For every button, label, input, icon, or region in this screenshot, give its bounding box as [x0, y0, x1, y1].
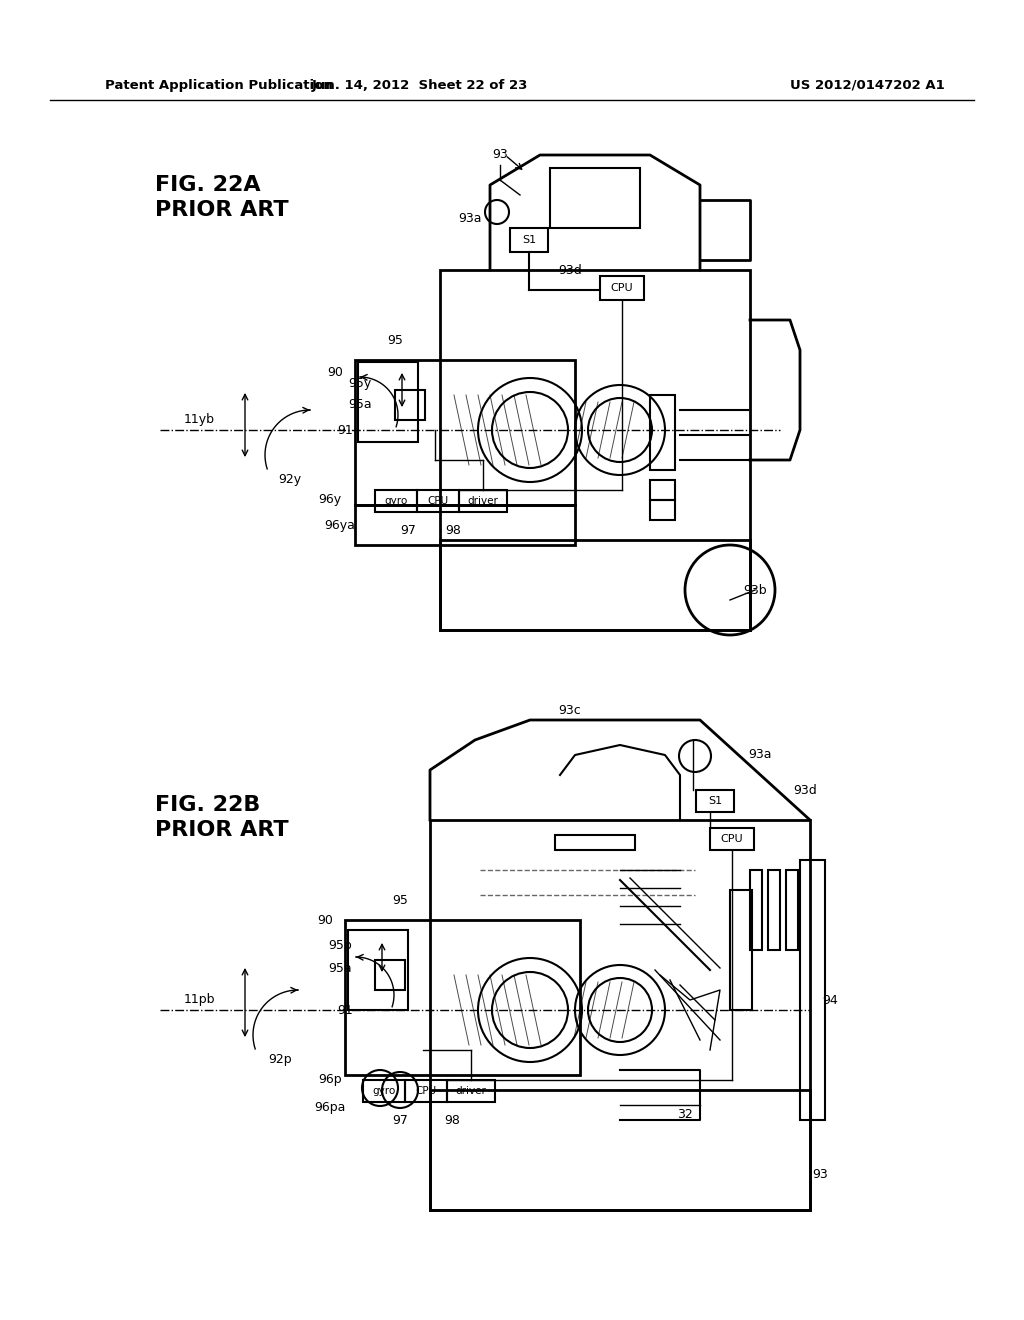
Text: PRIOR ART: PRIOR ART: [155, 201, 289, 220]
Bar: [358, 362, 418, 442]
Text: 90: 90: [317, 913, 333, 927]
Text: 96pa: 96pa: [314, 1101, 346, 1114]
Text: S1: S1: [522, 235, 536, 246]
Text: CPU: CPU: [721, 834, 743, 843]
Text: 98: 98: [444, 1114, 460, 1126]
Text: 97: 97: [400, 524, 416, 536]
Bar: [375, 490, 417, 512]
Text: 91: 91: [337, 424, 353, 437]
Text: 97: 97: [392, 1114, 408, 1126]
Bar: [430, 1090, 810, 1210]
Text: 93c: 93c: [559, 704, 582, 717]
Bar: [555, 836, 635, 850]
Text: CPU: CPU: [427, 496, 449, 506]
Text: 91: 91: [337, 1003, 353, 1016]
Text: gyro: gyro: [384, 496, 408, 506]
Bar: [786, 870, 798, 950]
Bar: [362, 1080, 406, 1102]
Text: 95a: 95a: [328, 961, 352, 974]
Bar: [406, 1080, 447, 1102]
Text: driver: driver: [456, 1086, 486, 1096]
Text: 98: 98: [445, 524, 461, 536]
Bar: [375, 960, 406, 990]
Text: 95y: 95y: [348, 376, 372, 389]
Text: CPU: CPU: [416, 1086, 436, 1096]
Text: 93a: 93a: [459, 211, 481, 224]
Text: 95: 95: [392, 894, 408, 907]
Bar: [768, 870, 780, 950]
Bar: [459, 490, 507, 512]
Bar: [600, 276, 644, 300]
Text: FIG. 22B: FIG. 22B: [155, 795, 260, 814]
Bar: [430, 820, 810, 1210]
Bar: [730, 890, 752, 1010]
Bar: [447, 1080, 495, 1102]
Text: S1: S1: [708, 796, 722, 807]
Text: 95: 95: [387, 334, 402, 346]
Bar: [355, 506, 575, 545]
Bar: [750, 870, 762, 950]
Text: gyro: gyro: [373, 1086, 395, 1096]
Text: 93: 93: [493, 149, 508, 161]
Text: 96p: 96p: [318, 1073, 342, 1086]
Text: 94: 94: [822, 994, 838, 1006]
Text: 93d: 93d: [794, 784, 817, 796]
Text: 32: 32: [677, 1109, 693, 1122]
Bar: [650, 500, 675, 520]
Text: 93: 93: [812, 1168, 827, 1181]
Text: driver: driver: [468, 496, 499, 506]
Text: 96y: 96y: [318, 494, 342, 507]
Bar: [696, 789, 734, 812]
Text: CPU: CPU: [610, 282, 633, 293]
Text: US 2012/0147202 A1: US 2012/0147202 A1: [790, 78, 945, 91]
Text: 93b: 93b: [743, 583, 767, 597]
Text: 95a: 95a: [348, 399, 372, 412]
Text: 11yb: 11yb: [184, 413, 215, 426]
Bar: [650, 395, 675, 470]
Bar: [355, 360, 575, 506]
Text: 93d: 93d: [558, 264, 582, 276]
Bar: [650, 480, 675, 500]
Text: 90: 90: [327, 366, 343, 379]
Text: 92y: 92y: [279, 474, 301, 487]
Text: 96ya: 96ya: [325, 519, 355, 532]
Bar: [395, 389, 425, 420]
Bar: [550, 168, 640, 228]
Bar: [348, 931, 408, 1010]
Text: 93a: 93a: [749, 748, 772, 762]
Bar: [510, 228, 548, 252]
Bar: [417, 490, 459, 512]
Text: 95p: 95p: [328, 939, 352, 952]
Bar: [440, 271, 750, 630]
Text: Jun. 14, 2012  Sheet 22 of 23: Jun. 14, 2012 Sheet 22 of 23: [312, 78, 528, 91]
Bar: [800, 861, 825, 1119]
Text: Patent Application Publication: Patent Application Publication: [105, 78, 333, 91]
Bar: [345, 920, 580, 1074]
Text: 11pb: 11pb: [183, 994, 215, 1006]
Bar: [710, 828, 754, 850]
Text: FIG. 22A: FIG. 22A: [155, 176, 261, 195]
Bar: [440, 540, 750, 630]
Text: PRIOR ART: PRIOR ART: [155, 820, 289, 840]
Text: 92p: 92p: [268, 1053, 292, 1067]
